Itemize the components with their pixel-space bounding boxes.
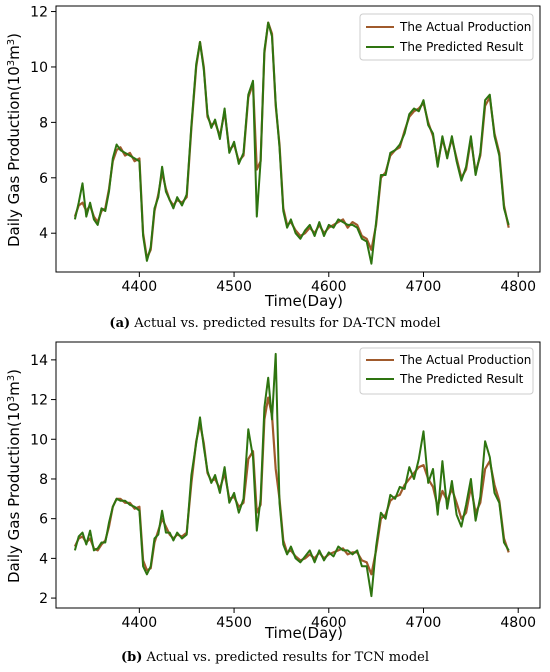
y-axis-title: Daily Gas Production(103m3)	[5, 369, 23, 583]
caption-a: (a) Actual vs. predicted results for DA-…	[0, 316, 550, 331]
y-axis-title-sup1: 3	[6, 60, 17, 66]
axes-group: 4400 4500 4600 4700 4800 2 4 6 8 10 12 14	[30, 341, 541, 631]
legend-box	[359, 13, 534, 61]
plot-frame	[55, 341, 541, 609]
y-tick-label: 10	[30, 60, 48, 76]
y-tick-label: 8	[39, 115, 48, 131]
legend-box	[359, 347, 534, 395]
series-line-predicted	[73, 352, 510, 598]
y-tick-label: 2	[39, 591, 48, 607]
caption-b-text: Actual vs. predicted results for TCN mod…	[142, 650, 430, 665]
y-tick-label: 4	[39, 551, 48, 567]
series-group	[73, 21, 510, 265]
x-tick-label: 4700	[406, 615, 442, 631]
y-axis-title-sup2: 3	[6, 39, 17, 45]
chart-b: 4400 4500 4600 4700 4800 2 4 6 8 10 12 14 Time(Day)…	[5, 341, 541, 642]
caption-a-label: (a)	[109, 316, 131, 331]
y-axis-title-main: Daily Gas Production(10	[5, 402, 23, 583]
x-tick-label: 4400	[122, 615, 158, 631]
x-axis-title: Time(Day)	[264, 624, 343, 642]
y-tick-label: 6	[39, 171, 48, 187]
x-tick-label: 4800	[500, 279, 536, 295]
series-line-predicted	[73, 21, 510, 265]
x-tick-label: 4500	[216, 615, 252, 631]
caption-b-label: (b)	[120, 650, 143, 665]
legend-label-predicted: The Predicted Result	[399, 372, 524, 386]
y-axis-title-end: )	[5, 369, 23, 375]
legend-label-predicted: The Predicted Result	[399, 40, 524, 54]
x-tick-label: 4600	[311, 279, 347, 295]
y-axis-title-end: )	[5, 33, 23, 39]
legend-label-actual: The Actual Production	[399, 353, 531, 367]
axes-group: 4400 4500 4600 4700 4800 4 6 8 10 12	[30, 5, 541, 295]
x-axis-title: Time(Day)	[264, 292, 343, 310]
x-tick-label: 4700	[406, 279, 442, 295]
legend-label-actual: The Actual Production	[399, 20, 531, 34]
x-tick-label: 4600	[311, 615, 347, 631]
y-axis-title-sup2: 3	[6, 375, 17, 381]
y-tick-label: 10	[30, 432, 48, 448]
x-tick-label: 4500	[216, 279, 252, 295]
caption-b: (b) Actual vs. predicted results for TCN…	[0, 650, 550, 665]
y-tick-label: 4	[39, 226, 48, 242]
legend: The Actual Production The Predicted Resu…	[359, 347, 534, 395]
y-axis-title-unit: m	[5, 381, 23, 396]
x-tick-label: 4800	[500, 615, 536, 631]
y-axis-title: Daily Gas Production(103m3)	[5, 33, 23, 247]
y-tick-label: 6	[39, 512, 48, 528]
chart-a: 4400 4500 4600 4700 4800 4 6 8 10 12 Time(Day) Da…	[5, 5, 541, 310]
plot-frame	[55, 5, 541, 273]
legend: The Actual Production The Predicted Resu…	[359, 13, 534, 61]
y-axis-title-unit: m	[5, 45, 23, 60]
caption-a-text: Actual vs. predicted results for DA-TCN …	[130, 316, 441, 331]
y-tick-label: 14	[30, 353, 48, 369]
y-axis-title-main: Daily Gas Production(10	[5, 66, 23, 247]
y-tick-label: 12	[30, 393, 48, 409]
y-axis-title-sup1: 3	[6, 396, 17, 402]
series-group	[73, 352, 510, 598]
y-tick-label: 12	[30, 5, 48, 21]
x-tick-label: 4400	[122, 279, 158, 295]
y-tick-label: 8	[39, 472, 48, 488]
